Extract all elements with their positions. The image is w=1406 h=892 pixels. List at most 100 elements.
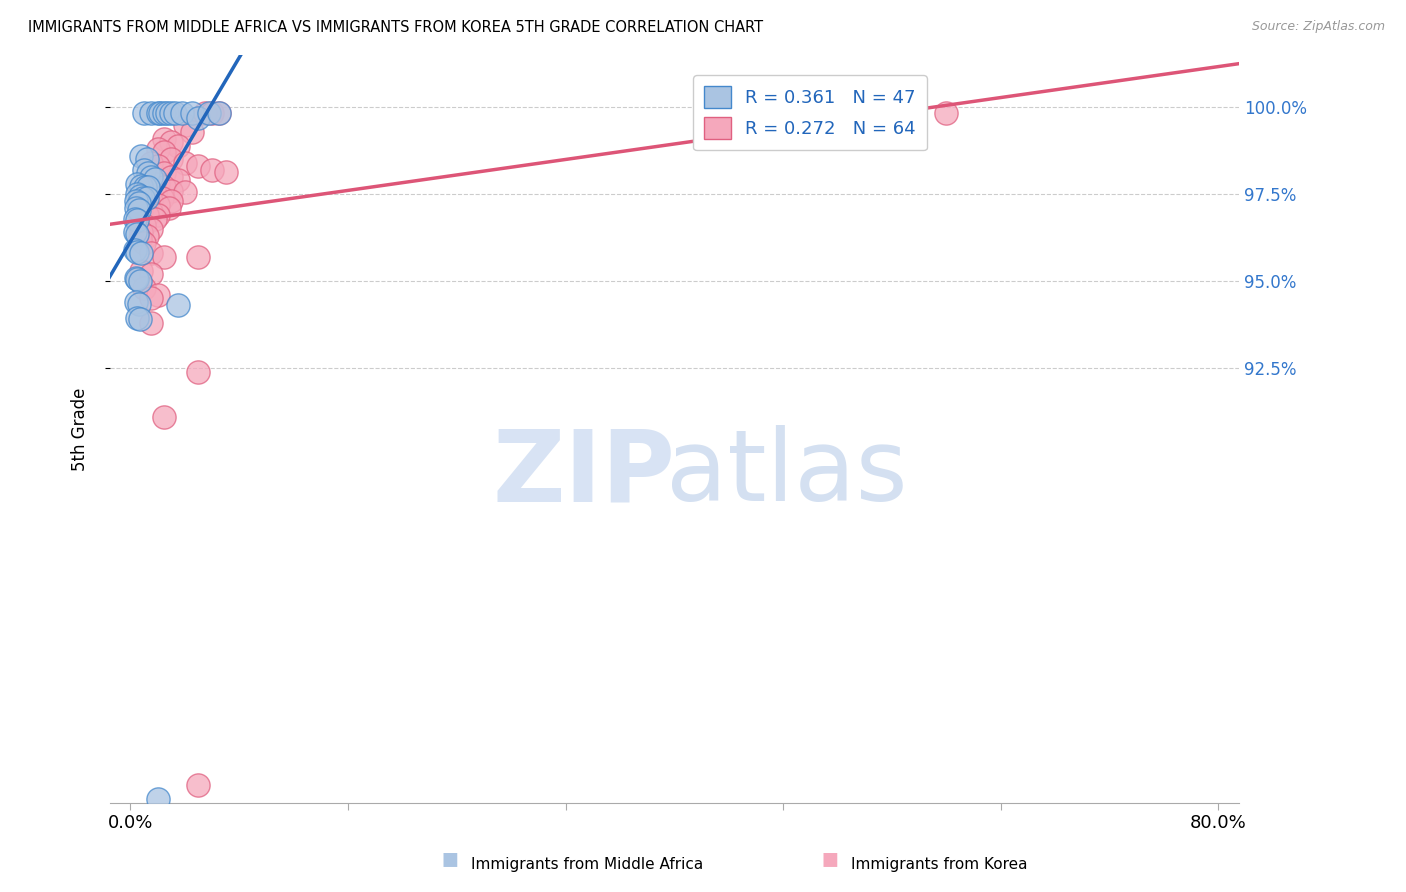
Point [167,173,190,187]
Point [153,131,176,145]
Point [131,204,153,219]
Point [135,208,157,222]
Text: IMMIGRANTS FROM MIDDLE AFRICA VS IMMIGRANTS FROM KOREA 5TH GRADE CORRELATION CHA: IMMIGRANTS FROM MIDDLE AFRICA VS IMMIGRA… [28,20,763,35]
Point [180,125,202,139]
Point [127,213,149,227]
Point [198,105,221,120]
Point [124,243,146,257]
Point [132,191,155,205]
Point [129,274,152,288]
Point [139,292,162,306]
Point [139,222,162,236]
Point [136,180,159,194]
Point [135,186,157,200]
Text: Immigrants from Korea: Immigrants from Korea [851,857,1028,872]
Point [143,171,166,186]
Point [146,177,169,191]
Point [131,226,153,240]
Point [128,195,150,210]
Point [173,186,195,200]
Y-axis label: 5th Grade: 5th Grade [72,387,89,471]
Point [157,201,180,215]
Point [129,232,152,246]
Point [124,226,146,240]
Point [125,270,148,285]
Point [173,156,195,170]
Point [187,250,209,264]
Point [187,111,209,125]
Point [127,227,149,242]
Point [134,180,156,194]
Point [153,409,176,424]
Point [127,272,149,286]
Point [125,201,148,215]
Text: Immigrants from Middle Africa: Immigrants from Middle Africa [471,857,703,872]
Point [146,105,169,120]
Point [132,235,155,250]
Point [156,105,179,120]
Point [139,316,162,330]
Point [146,288,169,302]
Text: ▪: ▪ [440,845,460,872]
Point [129,312,152,326]
Point [935,105,957,120]
Point [146,792,169,806]
Point [127,244,149,259]
Point [194,105,217,120]
Point [187,364,209,378]
Point [127,177,149,191]
Point [160,184,183,198]
Point [128,202,150,217]
Point [153,166,176,180]
Point [127,310,149,325]
Point [215,164,238,178]
Point [131,246,153,260]
Point [131,149,153,163]
Point [167,298,190,312]
Point [125,194,148,209]
Text: ZIP: ZIP [492,425,675,522]
Point [139,105,162,120]
Point [150,191,173,205]
Legend: R = 0.361   N = 47, R = 0.272   N = 64: R = 0.361 N = 47, R = 0.272 N = 64 [693,76,927,150]
Point [135,153,157,167]
Point [153,180,176,194]
Text: atlas: atlas [666,425,908,522]
Point [208,105,231,120]
Point [124,211,146,226]
Point [201,162,224,177]
Point [139,204,162,219]
Point [139,194,162,209]
Point [167,138,190,153]
Point [131,178,153,193]
Point [139,246,162,260]
Point [160,194,183,209]
Point [146,197,169,211]
Point [143,211,166,226]
Point [165,105,187,120]
Point [201,105,224,120]
Point [132,105,155,120]
Text: ▪: ▪ [820,845,839,872]
Point [125,295,148,310]
Point [139,156,162,170]
Point [160,135,183,149]
Point [172,105,194,120]
Point [153,145,176,160]
Point [208,105,231,120]
Point [132,219,155,233]
Point [160,105,183,120]
Text: Source: ZipAtlas.com: Source: ZipAtlas.com [1251,20,1385,33]
Point [153,250,176,264]
Point [187,160,209,174]
Point [187,778,209,792]
Point [139,175,162,189]
Point [132,162,155,177]
Point [127,187,149,202]
Point [131,263,153,277]
Point [135,228,157,243]
Point [139,267,162,281]
Point [173,118,195,132]
Point [132,281,155,295]
Point [132,201,155,215]
